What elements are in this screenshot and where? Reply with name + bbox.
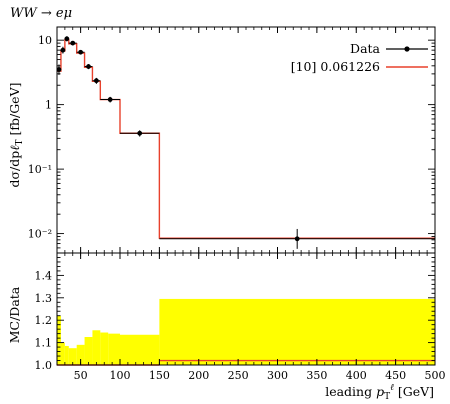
main-y-axis-label: dσ/dpℓT [fb/GeV] — [7, 83, 25, 188]
data-point-4 — [76, 49, 85, 55]
main-y-tick-label-0: 10⁻² — [28, 228, 52, 241]
data-point-2 — [64, 36, 70, 42]
legend: Data [10] 0.061226 — [291, 41, 428, 74]
data-point-6 — [92, 77, 101, 84]
x-tick-label-9: 500 — [425, 369, 446, 382]
ratio-band-bin-1 — [60, 342, 65, 365]
x-tick-label-1: 100 — [110, 369, 131, 382]
legend-label-mc: [10] 0.061226 — [291, 59, 380, 74]
data-point-8 — [120, 130, 160, 137]
data-marker-7 — [107, 97, 113, 102]
data-point-5 — [84, 64, 93, 70]
x-axis-label: leading pTℓ [GeV] — [325, 383, 434, 402]
main-y-tick-label-2: 1 — [45, 99, 52, 112]
data-point-7 — [100, 96, 120, 103]
ratio-band-bin-2 — [64, 345, 69, 365]
main-y-tick-label-3: 10 — [38, 34, 52, 47]
main-y-tick-label-1: 10⁻¹ — [28, 163, 52, 176]
ratio-y-tick-label-1: 1.1 — [35, 337, 53, 350]
ratio-band-bin-9 — [120, 334, 160, 365]
ratio-y-axis-label: MC/Data — [7, 286, 22, 343]
ratio-y-tick-label-3: 1.3 — [35, 292, 53, 305]
data-marker-2 — [64, 36, 70, 42]
data-point-3 — [68, 40, 77, 46]
ratio-band-bin-0 — [57, 315, 61, 365]
x-tick-label-2: 150 — [149, 369, 170, 382]
ratio-y-tick-label-2: 1.2 — [35, 314, 53, 327]
data-marker-1 — [60, 47, 66, 53]
x-tick-label-5: 300 — [267, 369, 288, 382]
data-marker-5 — [86, 64, 91, 69]
data-point-1 — [60, 46, 66, 54]
data-marker-8 — [137, 130, 143, 136]
x-tick-label-4: 250 — [228, 369, 249, 382]
data-marker-6 — [93, 78, 99, 84]
chart-title: WW → eμ — [10, 6, 72, 21]
data-point-9 — [159, 228, 435, 249]
ratio-panel: 50 100 150 200 250 300 350 400 450 500 1.0 1.1 1.2 1.… — [35, 27, 446, 382]
ratio-band-bin-10 — [159, 298, 435, 365]
ratio-band-bin-4 — [76, 344, 85, 365]
ratio-y-tick-label-4: 1.4 — [35, 269, 53, 282]
data-marker-4 — [78, 49, 84, 55]
ratio-band-bin-8 — [108, 333, 120, 365]
x-tick-label-7: 400 — [346, 369, 367, 382]
x-tick-label-6: 350 — [306, 369, 327, 382]
legend-label-data: Data — [350, 41, 380, 56]
data-marker-9 — [294, 236, 300, 242]
data-marker-3 — [70, 40, 76, 46]
ratio-band-bin-6 — [92, 330, 101, 365]
x-tick-label-8: 450 — [385, 369, 406, 382]
data-marker-0 — [56, 67, 62, 72]
ratio-y-tick-label-0: 1.0 — [35, 359, 53, 372]
ratio-band-bin-3 — [68, 348, 77, 365]
legend-swatch-data-marker — [404, 46, 410, 52]
ratio-band-bin-7 — [100, 332, 109, 365]
ratio-band-bin-5 — [84, 337, 93, 365]
x-tick-label-3: 200 — [188, 369, 209, 382]
x-tick-label-0: 50 — [74, 369, 88, 382]
